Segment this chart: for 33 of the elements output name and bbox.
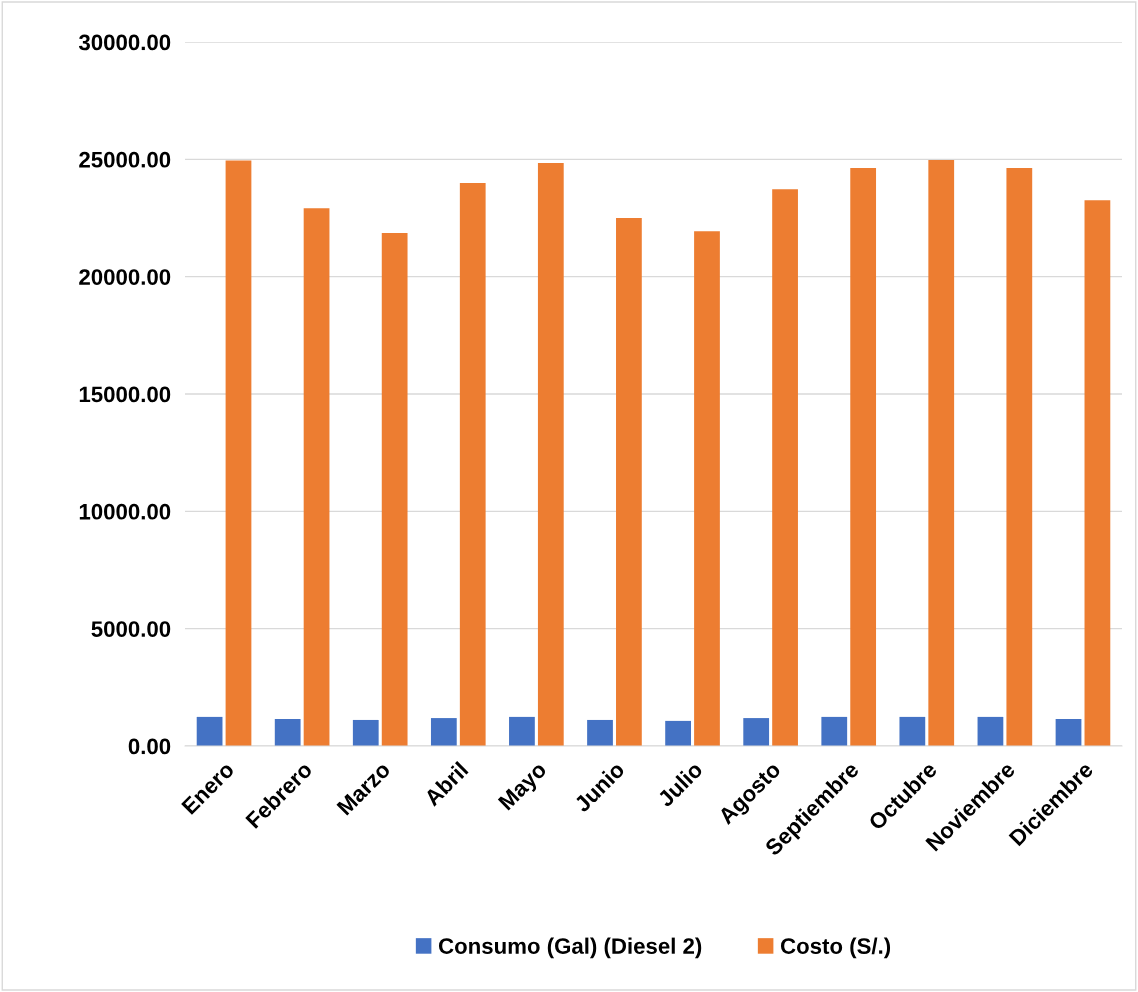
bar — [1055, 719, 1082, 746]
bar — [352, 719, 379, 746]
bar — [899, 716, 926, 746]
bar — [274, 719, 301, 746]
bar — [1006, 168, 1033, 746]
bar — [196, 716, 223, 746]
bar — [303, 208, 330, 746]
bar — [1084, 200, 1111, 746]
y-tick-label: 10000.00 — [79, 503, 171, 520]
bar — [381, 233, 408, 746]
y-tick-label: 25000.00 — [79, 151, 171, 168]
bar — [509, 716, 535, 746]
legend-label: Consumo (Gal) (Diesel 2) — [438, 937, 702, 959]
bar — [694, 231, 720, 746]
bar — [430, 718, 457, 746]
bar — [459, 183, 486, 746]
bar — [587, 719, 613, 746]
y-tick-label: 5000.00 — [91, 621, 171, 637]
bar — [928, 160, 955, 746]
y-tick-label: 30000.00 — [78, 34, 171, 51]
y-tick-label: 0.00 — [128, 738, 171, 755]
bar — [850, 168, 877, 746]
bar — [772, 189, 798, 746]
bar — [225, 160, 252, 746]
bar — [616, 218, 642, 746]
bar — [665, 720, 691, 746]
bar — [743, 718, 770, 746]
bar — [537, 163, 564, 746]
bar — [821, 716, 848, 746]
y-tick-label: 15000.00 — [79, 386, 171, 403]
legend-label: Costo (S/.) — [780, 937, 891, 959]
y-tick-label: 20000.00 — [79, 269, 171, 285]
bar — [977, 716, 1004, 746]
